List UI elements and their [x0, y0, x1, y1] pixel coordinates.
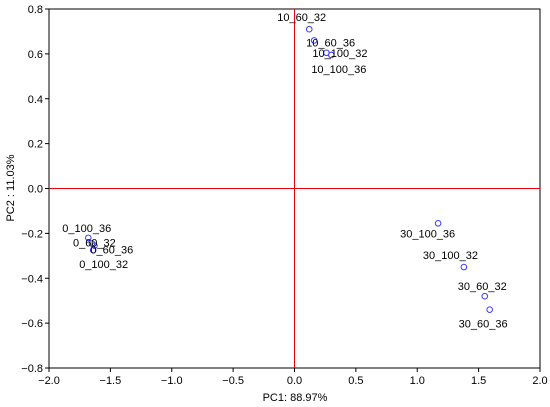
data-point: [434, 219, 442, 227]
data-point: [460, 263, 468, 271]
x-tick-label: −1.0: [161, 375, 183, 387]
y-tick-label: −0.8: [21, 363, 43, 375]
y-tick-label: −0.4: [21, 273, 43, 285]
x-axis-title: PC1: 88.97%: [263, 392, 328, 404]
point-label: 10_100_32: [312, 48, 367, 60]
point-label: 0_60_36: [90, 245, 133, 257]
point-label: 30_60_32: [458, 281, 507, 293]
y-tick-label: 0.8: [28, 4, 43, 16]
x-tick-label: −0.5: [222, 375, 244, 387]
data-point: [89, 246, 97, 254]
y-tick-label: 0.2: [28, 139, 43, 151]
point-label: 30_100_32: [423, 250, 478, 262]
y-tick-label: 0.4: [28, 94, 43, 106]
point-label: 10_100_36: [311, 64, 366, 76]
data-points: [84, 25, 493, 313]
y-tick-label: −0.6: [21, 318, 43, 330]
y-axis-title: PC2 : 11.03%: [5, 154, 17, 221]
point-label: 30_60_36: [459, 319, 508, 331]
x-tick-label: 2.0: [532, 375, 547, 387]
x-tick-label: −1.5: [100, 375, 122, 387]
x-axis-ticks: −2.0 −1.5 −1.0 −0.5 0.0 0.5 1.0 1.5 2.0: [38, 368, 548, 387]
data-point: [305, 25, 313, 33]
y-tick-label: 0.6: [28, 49, 43, 61]
point-label: 30_100_36: [400, 228, 455, 240]
data-point: [481, 292, 489, 300]
reference-lines: [49, 9, 540, 368]
data-point: [84, 234, 92, 242]
x-tick-label: 1.0: [410, 375, 425, 387]
point-label: 10_60_36: [306, 37, 355, 49]
data-point: [310, 37, 318, 44]
x-tick-label: 1.5: [471, 375, 486, 387]
x-tick-label: 0.0: [287, 375, 302, 387]
y-tick-label: 0.0: [28, 184, 43, 196]
point-label: 10_60_32: [277, 12, 326, 24]
data-point: [328, 51, 335, 59]
data-point: [486, 306, 493, 313]
point-label: 0_100_36: [62, 223, 111, 235]
y-tick-label: −0.2: [21, 228, 43, 240]
data-point: [91, 242, 98, 250]
x-tick-label: 0.5: [348, 375, 363, 387]
point-label: 0_60_32: [73, 237, 116, 249]
x-tick-label: −2.0: [38, 375, 60, 387]
y-axis-ticks: 0.8 0.6 0.4 0.2 0.0 −0.2 −0.4 −0.6 −0.8: [21, 4, 49, 375]
point-label: 0_100_32: [79, 259, 128, 271]
